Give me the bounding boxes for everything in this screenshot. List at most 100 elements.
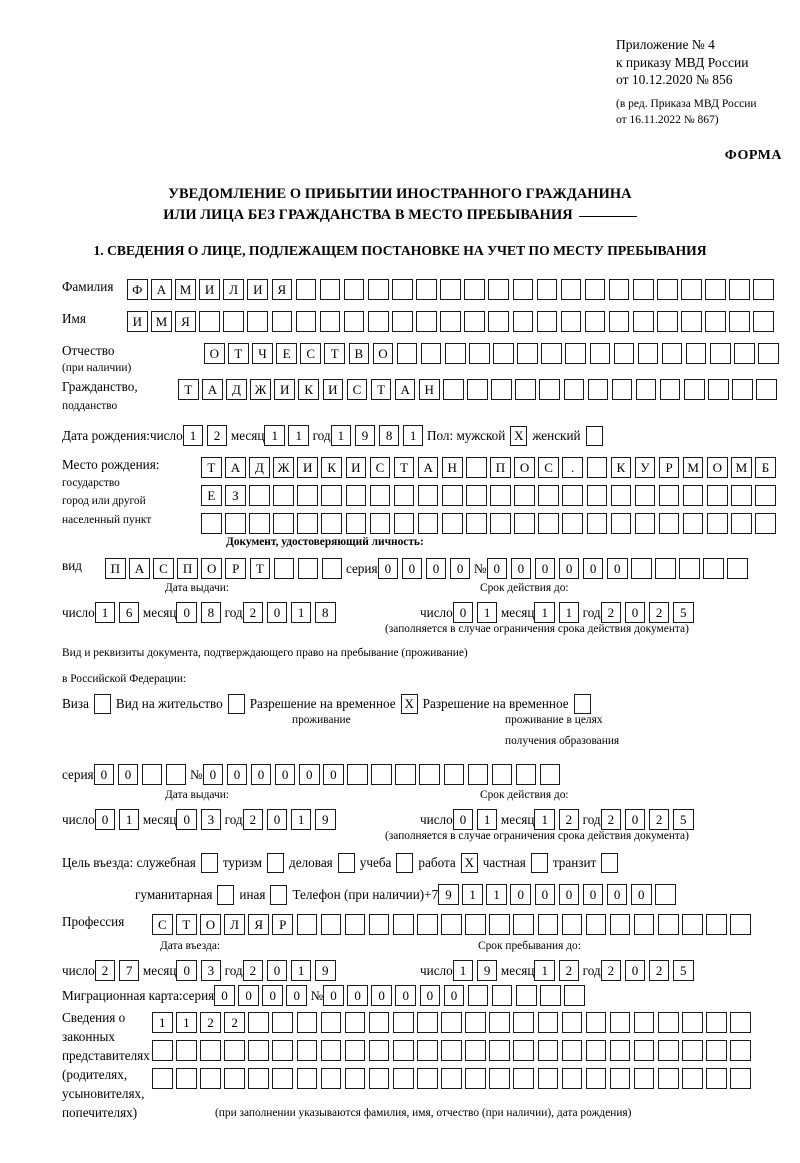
char-box[interactable]: 2 bbox=[558, 809, 580, 830]
char-box[interactable]: 0 bbox=[250, 764, 272, 785]
char-box[interactable] bbox=[392, 1012, 414, 1033]
char-box[interactable] bbox=[731, 485, 752, 506]
char-box[interactable] bbox=[682, 513, 704, 534]
char-box[interactable] bbox=[201, 513, 222, 534]
char-box[interactable]: 0 bbox=[274, 764, 296, 785]
char-box[interactable]: 1 bbox=[118, 809, 140, 830]
char-box[interactable] bbox=[561, 1068, 583, 1089]
char-box[interactable]: Б bbox=[755, 457, 776, 478]
char-box[interactable] bbox=[515, 764, 537, 785]
char-box[interactable] bbox=[440, 311, 461, 332]
char-box[interactable]: 0 bbox=[630, 884, 652, 905]
char-box[interactable] bbox=[368, 1012, 390, 1033]
char-box[interactable] bbox=[347, 764, 368, 785]
char-box[interactable]: 1 bbox=[486, 884, 507, 905]
char-box[interactable] bbox=[657, 1040, 679, 1061]
char-box[interactable]: 0 bbox=[558, 884, 580, 905]
char-box[interactable]: О bbox=[204, 343, 225, 364]
char-box[interactable] bbox=[562, 513, 583, 534]
char-box[interactable] bbox=[491, 764, 513, 785]
char-box[interactable]: Т bbox=[178, 379, 199, 400]
char-box[interactable] bbox=[732, 379, 753, 400]
char-box[interactable]: Т bbox=[228, 343, 249, 364]
char-box[interactable] bbox=[585, 914, 607, 935]
char-box[interactable] bbox=[416, 311, 437, 332]
char-box[interactable]: 0 bbox=[266, 602, 288, 623]
char-box[interactable] bbox=[465, 1012, 486, 1033]
char-box[interactable] bbox=[344, 914, 366, 935]
char-box[interactable] bbox=[466, 513, 487, 534]
char-box[interactable] bbox=[466, 457, 487, 478]
char-box[interactable]: У bbox=[634, 457, 656, 478]
char-box[interactable] bbox=[491, 985, 513, 1006]
char-box[interactable] bbox=[417, 1012, 438, 1033]
char-box[interactable]: 0 bbox=[286, 985, 308, 1006]
char-box[interactable] bbox=[441, 485, 463, 506]
char-box[interactable] bbox=[561, 1012, 583, 1033]
temp-residence-edu-checkbox[interactable] bbox=[573, 694, 591, 714]
char-box[interactable] bbox=[657, 1068, 679, 1089]
sex-female-checkbox[interactable] bbox=[585, 425, 603, 446]
char-box[interactable] bbox=[515, 379, 536, 400]
char-box[interactable] bbox=[319, 311, 341, 332]
char-box[interactable]: 0 bbox=[419, 985, 441, 1006]
char-box[interactable] bbox=[249, 485, 270, 506]
char-box[interactable] bbox=[755, 513, 776, 534]
char-box[interactable] bbox=[608, 311, 630, 332]
char-box[interactable] bbox=[440, 279, 461, 300]
char-box[interactable]: М bbox=[731, 457, 752, 478]
char-box[interactable] bbox=[490, 513, 511, 534]
char-box[interactable]: Т bbox=[393, 457, 415, 478]
char-box[interactable]: 0 bbox=[93, 764, 115, 785]
char-box[interactable] bbox=[565, 343, 586, 364]
char-box[interactable] bbox=[465, 1040, 486, 1061]
char-box[interactable] bbox=[540, 985, 561, 1006]
char-box[interactable] bbox=[223, 311, 244, 332]
char-box[interactable]: 1 bbox=[534, 809, 556, 830]
char-box[interactable]: 8 bbox=[314, 602, 336, 623]
char-box[interactable] bbox=[225, 513, 246, 534]
char-box[interactable]: Я bbox=[175, 311, 196, 332]
char-box[interactable]: Н bbox=[441, 457, 463, 478]
char-box[interactable] bbox=[249, 513, 270, 534]
char-box[interactable]: 8 bbox=[378, 425, 400, 446]
char-box[interactable] bbox=[320, 1068, 342, 1089]
legal-rep-input-2[interactable] bbox=[152, 1040, 754, 1061]
char-box[interactable] bbox=[441, 513, 463, 534]
char-box[interactable] bbox=[682, 914, 703, 935]
char-box[interactable]: Т bbox=[324, 343, 346, 364]
char-box[interactable] bbox=[730, 1040, 751, 1061]
char-box[interactable]: А bbox=[151, 279, 172, 300]
char-box[interactable] bbox=[756, 379, 777, 400]
char-box[interactable]: Ж bbox=[273, 457, 294, 478]
char-box[interactable] bbox=[489, 1012, 510, 1033]
char-box[interactable]: 0 bbox=[347, 985, 368, 1006]
char-box[interactable] bbox=[297, 558, 319, 579]
char-box[interactable] bbox=[367, 311, 389, 332]
char-box[interactable] bbox=[585, 1040, 607, 1061]
char-box[interactable]: 9 bbox=[476, 960, 498, 981]
char-box[interactable]: 0 bbox=[266, 960, 288, 981]
char-box[interactable]: 2 bbox=[648, 960, 670, 981]
char-box[interactable] bbox=[706, 1012, 727, 1033]
char-box[interactable] bbox=[633, 1068, 655, 1089]
char-box[interactable] bbox=[608, 279, 630, 300]
char-box[interactable] bbox=[371, 764, 392, 785]
char-box[interactable] bbox=[345, 485, 367, 506]
char-box[interactable] bbox=[368, 1040, 390, 1061]
char-box[interactable] bbox=[586, 457, 608, 478]
char-box[interactable]: В bbox=[348, 343, 370, 364]
char-box[interactable] bbox=[584, 279, 606, 300]
char-box[interactable] bbox=[200, 1068, 221, 1089]
char-box[interactable] bbox=[392, 1040, 414, 1061]
char-box[interactable] bbox=[513, 1040, 534, 1061]
char-box[interactable] bbox=[682, 1068, 703, 1089]
char-box[interactable]: 0 bbox=[624, 809, 646, 830]
